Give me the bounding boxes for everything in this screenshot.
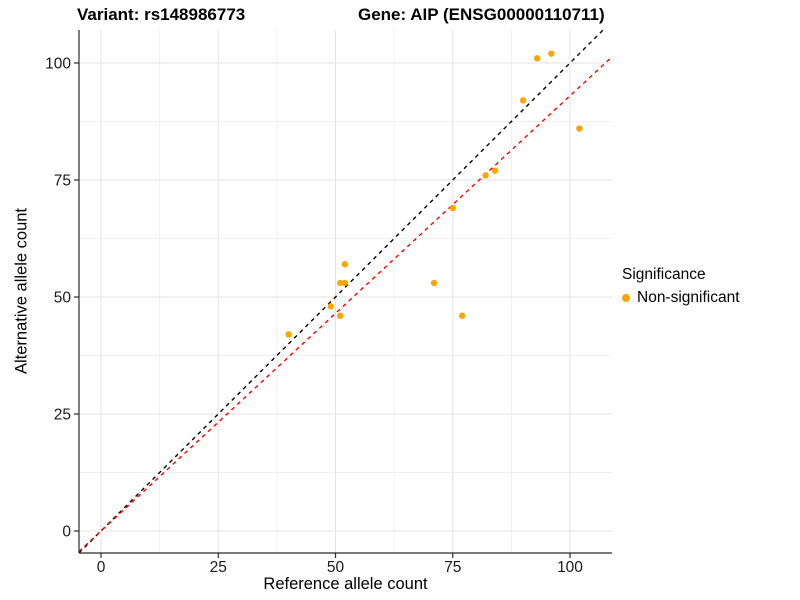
data-point <box>336 279 344 287</box>
legend-point-icon <box>622 294 630 302</box>
legend-item-non-significant: Non-significant <box>622 289 740 307</box>
data-point <box>341 261 349 268</box>
data-point <box>533 55 541 62</box>
plot-title-gene: Gene: AIP (ENSG00000110711) <box>358 5 605 24</box>
data-point <box>548 50 555 57</box>
data-point <box>341 279 349 287</box>
data-point <box>285 331 292 338</box>
y-tick-label: 0 <box>62 524 71 541</box>
data-point <box>336 312 344 319</box>
legend-item-label: Non-significant <box>637 289 740 306</box>
x-tick-label: 0 <box>97 559 106 576</box>
y-tick-label: 100 <box>45 56 71 73</box>
x-tick-label: 75 <box>444 559 461 576</box>
y-tick-label: 25 <box>54 407 71 424</box>
x-tick-label: 25 <box>210 559 227 576</box>
data-point <box>482 172 489 179</box>
y-axis-title: Alternative allele count <box>12 207 31 375</box>
data-point <box>458 312 466 319</box>
plot-title-variant: Variant: rs148986773 <box>77 5 246 24</box>
data-point <box>519 97 527 104</box>
data-point <box>430 279 438 287</box>
data-point <box>576 125 583 132</box>
data-point <box>491 167 499 174</box>
regression-dashed-line <box>78 56 613 552</box>
y-tick-label: 50 <box>54 290 72 307</box>
data-point <box>449 204 456 212</box>
x-tick-label: 100 <box>557 559 583 576</box>
identity-dashed-line <box>78 29 604 554</box>
x-axis-title: Reference allele count <box>263 575 428 593</box>
data-point <box>327 303 335 310</box>
legend-title: Significance <box>622 266 706 283</box>
legend: Significance Non-significant <box>622 266 740 307</box>
x-tick-label: 50 <box>327 559 345 576</box>
y-tick-label: 75 <box>54 173 71 190</box>
